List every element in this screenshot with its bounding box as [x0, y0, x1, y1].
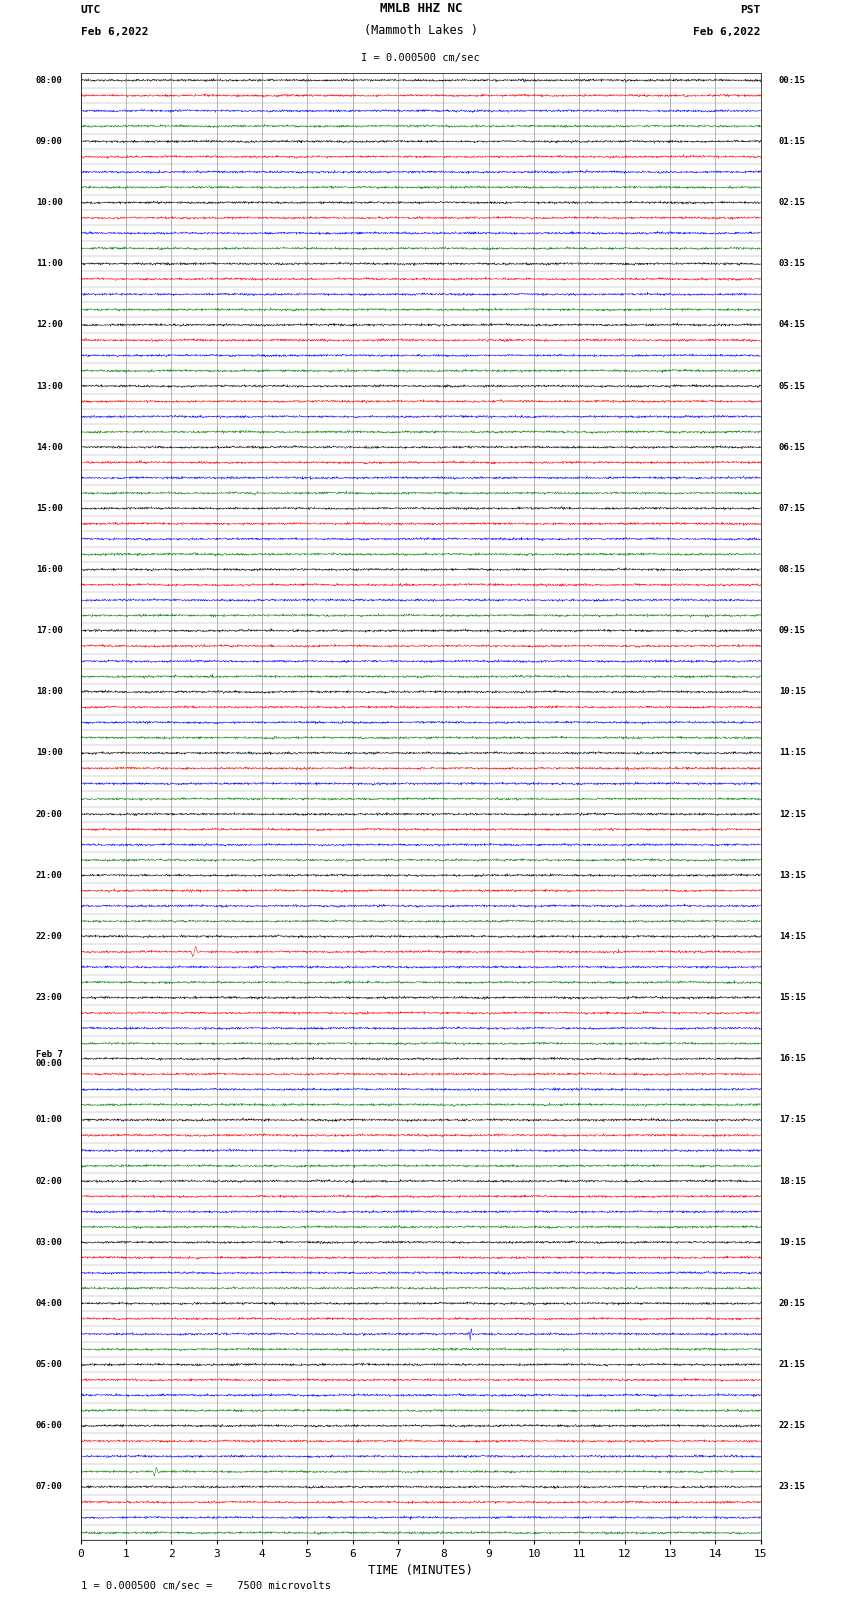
Text: 06:00: 06:00	[36, 1421, 63, 1431]
Text: 07:15: 07:15	[779, 503, 806, 513]
Text: 13:00: 13:00	[36, 382, 63, 390]
Text: 04:15: 04:15	[779, 321, 806, 329]
Text: 02:15: 02:15	[779, 198, 806, 206]
Text: 02:00: 02:00	[36, 1176, 63, 1186]
Text: 03:15: 03:15	[779, 260, 806, 268]
Text: 01:00: 01:00	[36, 1116, 63, 1124]
Text: 00:15: 00:15	[779, 76, 806, 85]
Text: 09:15: 09:15	[779, 626, 806, 636]
Text: Feb 6,2022: Feb 6,2022	[81, 27, 148, 37]
Text: 17:15: 17:15	[779, 1116, 806, 1124]
Text: 20:15: 20:15	[779, 1298, 806, 1308]
Text: UTC: UTC	[81, 5, 101, 15]
Text: 11:00: 11:00	[36, 260, 63, 268]
Text: 18:15: 18:15	[779, 1176, 806, 1186]
Text: Feb 6,2022: Feb 6,2022	[694, 27, 761, 37]
Text: 10:15: 10:15	[779, 687, 806, 697]
Text: 05:15: 05:15	[779, 382, 806, 390]
Text: 22:00: 22:00	[36, 932, 63, 940]
Text: 15:00: 15:00	[36, 503, 63, 513]
Text: 22:15: 22:15	[779, 1421, 806, 1431]
Text: 21:00: 21:00	[36, 871, 63, 879]
Text: (Mammoth Lakes ): (Mammoth Lakes )	[364, 24, 478, 37]
Text: 21:15: 21:15	[779, 1360, 806, 1369]
Text: 19:15: 19:15	[779, 1237, 806, 1247]
Text: 12:00: 12:00	[36, 321, 63, 329]
Text: 00:00: 00:00	[36, 1058, 63, 1068]
Text: 14:00: 14:00	[36, 442, 63, 452]
Text: 16:15: 16:15	[779, 1055, 806, 1063]
Text: PST: PST	[740, 5, 761, 15]
Text: 15:15: 15:15	[779, 994, 806, 1002]
Text: 19:00: 19:00	[36, 748, 63, 758]
Text: 11:15: 11:15	[779, 748, 806, 758]
Text: 23:00: 23:00	[36, 994, 63, 1002]
Text: 05:00: 05:00	[36, 1360, 63, 1369]
Text: 18:00: 18:00	[36, 687, 63, 697]
Text: 06:15: 06:15	[779, 442, 806, 452]
X-axis label: TIME (MINUTES): TIME (MINUTES)	[368, 1563, 473, 1576]
Text: 1 = 0.000500 cm/sec =    7500 microvolts: 1 = 0.000500 cm/sec = 7500 microvolts	[81, 1581, 331, 1590]
Text: 08:00: 08:00	[36, 76, 63, 85]
Text: I = 0.000500 cm/sec: I = 0.000500 cm/sec	[361, 53, 480, 63]
Text: 08:15: 08:15	[779, 565, 806, 574]
Text: 23:15: 23:15	[779, 1482, 806, 1492]
Text: 03:00: 03:00	[36, 1237, 63, 1247]
Text: 14:15: 14:15	[779, 932, 806, 940]
Text: 20:00: 20:00	[36, 810, 63, 819]
Text: 17:00: 17:00	[36, 626, 63, 636]
Text: 04:00: 04:00	[36, 1298, 63, 1308]
Text: 13:15: 13:15	[779, 871, 806, 879]
Text: 10:00: 10:00	[36, 198, 63, 206]
Text: MMLB HHZ NC: MMLB HHZ NC	[379, 2, 462, 15]
Text: 01:15: 01:15	[779, 137, 806, 145]
Text: 12:15: 12:15	[779, 810, 806, 819]
Text: 07:00: 07:00	[36, 1482, 63, 1492]
Text: Feb 7: Feb 7	[36, 1050, 63, 1058]
Text: 16:00: 16:00	[36, 565, 63, 574]
Text: 09:00: 09:00	[36, 137, 63, 145]
